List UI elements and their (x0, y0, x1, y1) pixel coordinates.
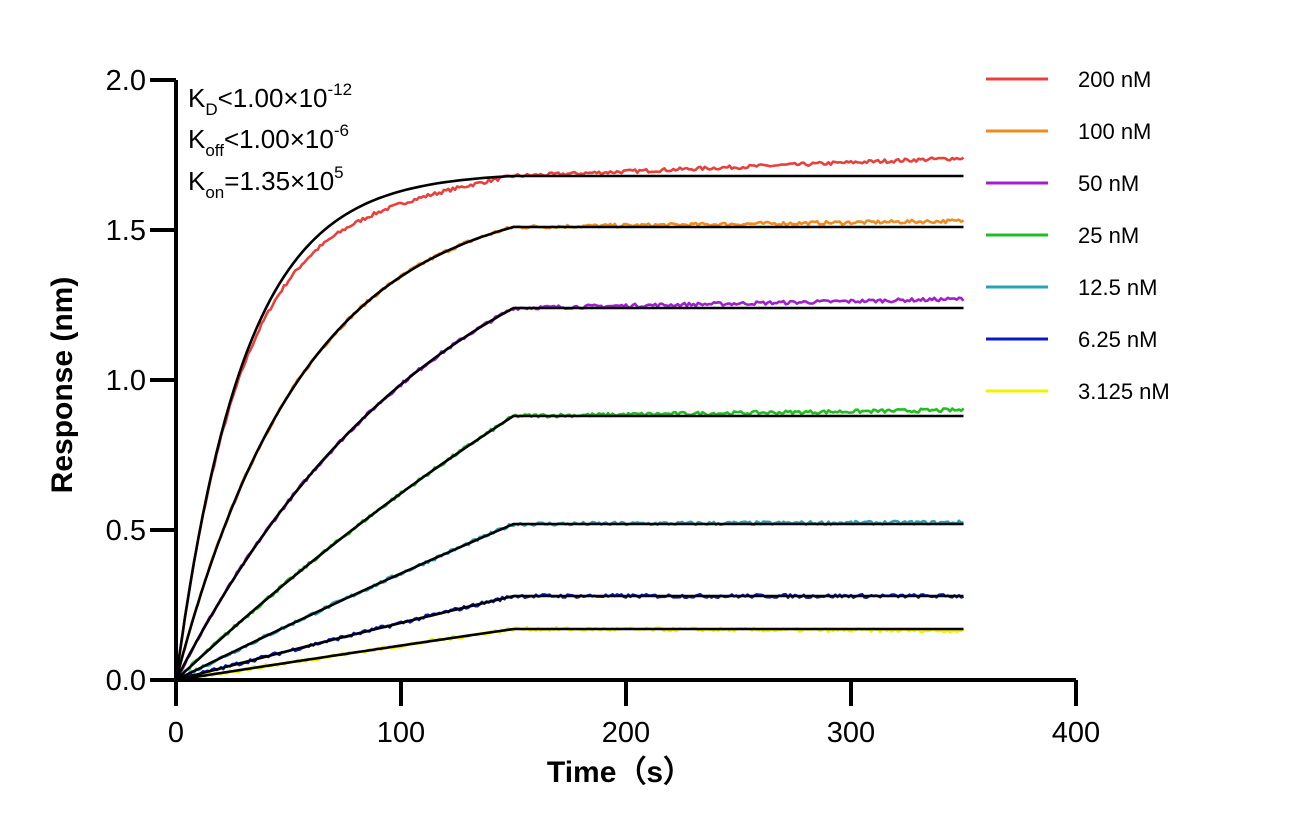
koff-annotation: Koff<1.00×10-6 (188, 121, 349, 160)
legend-label: 200 nM (1078, 67, 1151, 92)
legend-label: 50 nM (1078, 171, 1139, 196)
plot-area (174, 156, 965, 682)
fit-curve (174, 306, 964, 681)
legend-label: 25 nM (1078, 223, 1139, 248)
legend-label: 100 nM (1078, 119, 1151, 144)
legend-label: 12.5 nM (1078, 275, 1158, 300)
data-curve (175, 519, 964, 682)
fit-curve (175, 522, 964, 682)
y-tick-label: 1.0 (106, 365, 146, 397)
y-tick-label: 1.5 (106, 215, 146, 247)
axes: 0 100 200 300 400 0.0 0.5 1.0 1.5 2.0 (106, 65, 1101, 749)
legend: 200 nM 100 nM 50 nM 25 nM 12.5 nM 6.25 nM 3.12… (986, 67, 1170, 404)
data-curve (175, 592, 964, 682)
x-axis-title: Time（s） (547, 755, 693, 789)
data-curve (175, 625, 965, 682)
data-curve (174, 156, 965, 681)
fit-curve (174, 174, 964, 681)
fit-curve (175, 414, 964, 681)
kd-annotation: KD<1.00×10-12 (188, 80, 352, 119)
y-tick-label: 0.0 (106, 665, 146, 697)
data-curve (175, 407, 965, 682)
fit-curve (175, 594, 964, 682)
x-tick-label: 0 (168, 717, 184, 749)
fit-curve (174, 225, 964, 681)
y-tick-label: 0.5 (106, 515, 146, 547)
legend-label: 3.125 nM (1078, 379, 1170, 404)
x-tick-label: 100 (377, 717, 425, 749)
x-tick-label: 200 (602, 717, 650, 749)
y-tick-label: 2.0 (106, 65, 146, 97)
kon-annotation: Kon=1.35×105 (188, 163, 344, 202)
x-tick-label: 300 (827, 717, 875, 749)
x-tick-label: 400 (1052, 717, 1100, 749)
legend-label: 6.25 nM (1078, 327, 1158, 352)
data-curve (174, 218, 965, 681)
y-axis-title: Response (nm) (46, 277, 79, 494)
fit-curve (175, 627, 964, 682)
